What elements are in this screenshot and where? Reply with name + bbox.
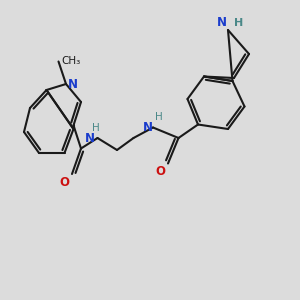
Text: N: N xyxy=(142,121,152,134)
Text: N: N xyxy=(85,131,95,145)
Text: N: N xyxy=(217,16,226,28)
Text: H: H xyxy=(234,19,243,28)
Text: H: H xyxy=(92,123,100,133)
Text: O: O xyxy=(59,176,69,188)
Text: CH₃: CH₃ xyxy=(61,56,80,67)
Text: N: N xyxy=(68,77,77,91)
Text: O: O xyxy=(156,165,166,178)
Text: H: H xyxy=(154,112,162,122)
